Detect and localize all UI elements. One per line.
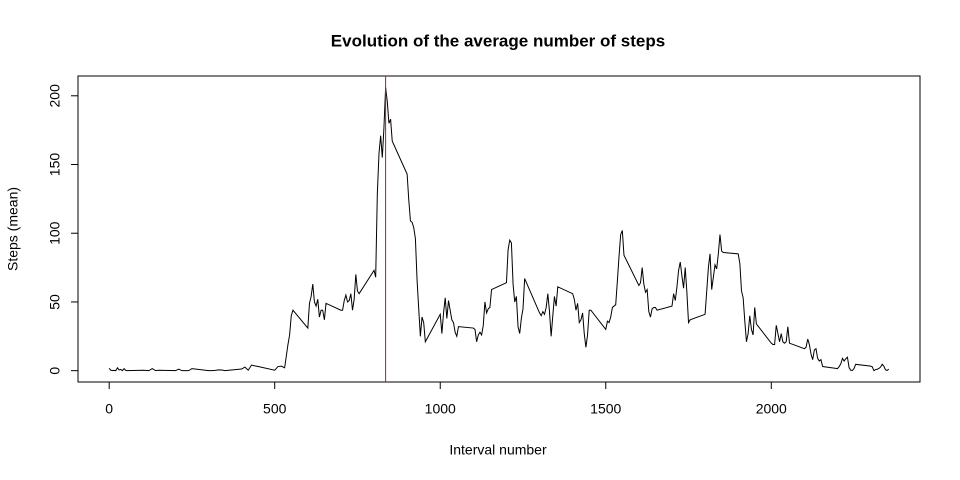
x-tick-label: 1000 — [425, 401, 456, 417]
y-tick-label: 0 — [47, 367, 63, 375]
chart-title: Evolution of the average number of steps — [331, 31, 665, 50]
x-tick-label: 1500 — [590, 401, 621, 417]
data-line — [108, 87, 890, 372]
y-axis-label: Steps (mean) — [5, 187, 21, 271]
x-tick-label: 500 — [263, 401, 287, 417]
x-tick-label: 2000 — [756, 401, 787, 417]
y-tick-label: 150 — [47, 153, 63, 177]
y-tick-label: 200 — [47, 84, 63, 108]
plot-box — [77, 75, 921, 383]
y-tick-label: 50 — [47, 294, 63, 310]
y-tick-label: 100 — [47, 221, 63, 245]
x-tick-label: 0 — [105, 401, 113, 417]
x-axis-label: Interval number — [449, 442, 547, 458]
